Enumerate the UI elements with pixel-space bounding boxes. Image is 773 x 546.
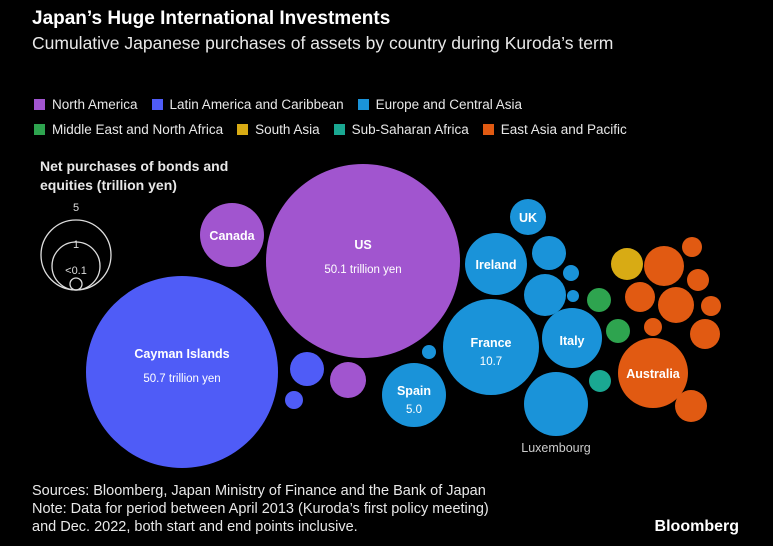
bubble-layer: Cayman Islands 50.7 trillion yen US 50.1 tr… xyxy=(86,164,721,468)
bubble-label: UK xyxy=(519,211,537,225)
bubble-label: Canada xyxy=(209,229,255,243)
bubble-minor xyxy=(524,274,566,316)
bubble-minor xyxy=(682,237,702,257)
legend-label: Europe and Central Asia xyxy=(375,97,522,112)
bubble-value-label: 5.0 xyxy=(406,404,422,416)
legend-swatch xyxy=(151,99,163,110)
note-line-1: Note: Data for period between April 2013… xyxy=(32,501,489,517)
legend-item-ssa: Sub-Saharan Africa xyxy=(333,122,469,137)
legend-label: South Asia xyxy=(255,122,320,137)
legend-item-south-asia: South Asia xyxy=(237,122,320,137)
size-legend-label: 5 xyxy=(73,202,79,214)
bubble-label: France xyxy=(471,336,512,350)
legend-swatch xyxy=(357,99,369,110)
chart-subtitle: Cumulative Japanese purchases of assets … xyxy=(32,33,614,53)
bubble-minor xyxy=(532,236,566,270)
legend-label: Sub-Saharan Africa xyxy=(351,122,469,137)
bubble-minor xyxy=(690,319,720,349)
bubble-minor xyxy=(675,390,707,422)
note-line-2: and Dec. 2022, both start and end points… xyxy=(32,519,358,535)
legend-label: Middle East and North Africa xyxy=(52,122,224,137)
bubble-luxembourg xyxy=(524,372,588,436)
bubble-minor xyxy=(567,290,579,302)
legend-swatch xyxy=(333,124,345,135)
bubble-minor xyxy=(606,319,630,343)
bubble-label: Italy xyxy=(559,334,584,348)
legend-swatch xyxy=(482,124,494,135)
bubble-minor xyxy=(611,248,643,280)
legend-item-europe: Europe and Central Asia xyxy=(357,97,522,112)
bubble-label: US xyxy=(354,238,371,252)
bubble-label: Cayman Islands xyxy=(134,347,229,361)
size-legend-title: Net purchases of bonds and equities (tri… xyxy=(40,158,229,193)
legend-item-mena: Middle East and North Africa xyxy=(34,122,223,137)
bubble-minor xyxy=(625,282,655,312)
bubble-minor xyxy=(644,246,684,286)
bubble-label: Australia xyxy=(626,367,681,381)
bubble-cayman-islands xyxy=(86,276,278,468)
bubble-italy xyxy=(542,308,602,368)
bubble-label: Luxembourg xyxy=(521,441,591,455)
bubble-label: Spain xyxy=(397,384,431,398)
bubble-us xyxy=(266,164,460,358)
legend-swatch xyxy=(237,124,249,135)
bubble-ireland xyxy=(465,233,527,295)
legend-item-east-asia: East Asia and Pacific xyxy=(482,122,627,137)
bubble-minor xyxy=(587,288,611,312)
bubble-uk xyxy=(510,199,546,235)
size-legend-circle xyxy=(40,219,112,291)
size-legend-label: 1 xyxy=(73,239,79,251)
legend-label: North America xyxy=(52,97,138,112)
legend-label: Latin America and Caribbean xyxy=(169,97,344,112)
bubble-minor xyxy=(644,318,662,336)
legend-item-latin-america: Latin America and Caribbean xyxy=(151,97,344,112)
bubble-canada xyxy=(200,203,264,267)
bubble-minor xyxy=(290,352,324,386)
bubble-minor xyxy=(589,370,611,392)
legend-row-2: Middle East and North Africa South Asia … xyxy=(34,122,641,137)
legend-swatch xyxy=(34,124,45,135)
bubble-minor xyxy=(330,362,366,398)
bubble-minor xyxy=(285,391,303,409)
legend-item-north-america: North America xyxy=(34,97,138,112)
bubble-minor xyxy=(563,265,579,281)
bubble-minor xyxy=(658,287,694,323)
legend-label: East Asia and Pacific xyxy=(500,122,627,137)
bubble-france xyxy=(443,299,539,395)
size-legend: 5 1 <0.1 xyxy=(40,202,112,291)
bubble-minor xyxy=(422,345,436,359)
bubble-value-label: 10.7 xyxy=(480,356,502,368)
chart-title: Japan’s Huge International Investments xyxy=(32,8,391,29)
bubble-minor xyxy=(701,296,721,316)
legend-row-1: North America Latin America and Caribbea… xyxy=(34,97,536,112)
size-legend-circle xyxy=(69,277,83,291)
sources-text: Sources: Bloomberg, Japan Ministry of Fi… xyxy=(32,483,486,499)
bubble-spain xyxy=(382,363,446,427)
legend-swatch xyxy=(34,99,45,110)
bubble-value-label: 50.7 trillion yen xyxy=(143,373,220,385)
size-legend-label: <0.1 xyxy=(65,265,87,277)
footer-notes: Sources: Bloomberg, Japan Ministry of Fi… xyxy=(32,482,632,536)
bubble-australia xyxy=(618,338,688,408)
bubble-minor xyxy=(687,269,709,291)
bubble-label: Ireland xyxy=(476,258,517,272)
bloomberg-logo: Bloomberg xyxy=(654,518,739,535)
bubble-value-label: 50.1 trillion yen xyxy=(324,264,401,276)
